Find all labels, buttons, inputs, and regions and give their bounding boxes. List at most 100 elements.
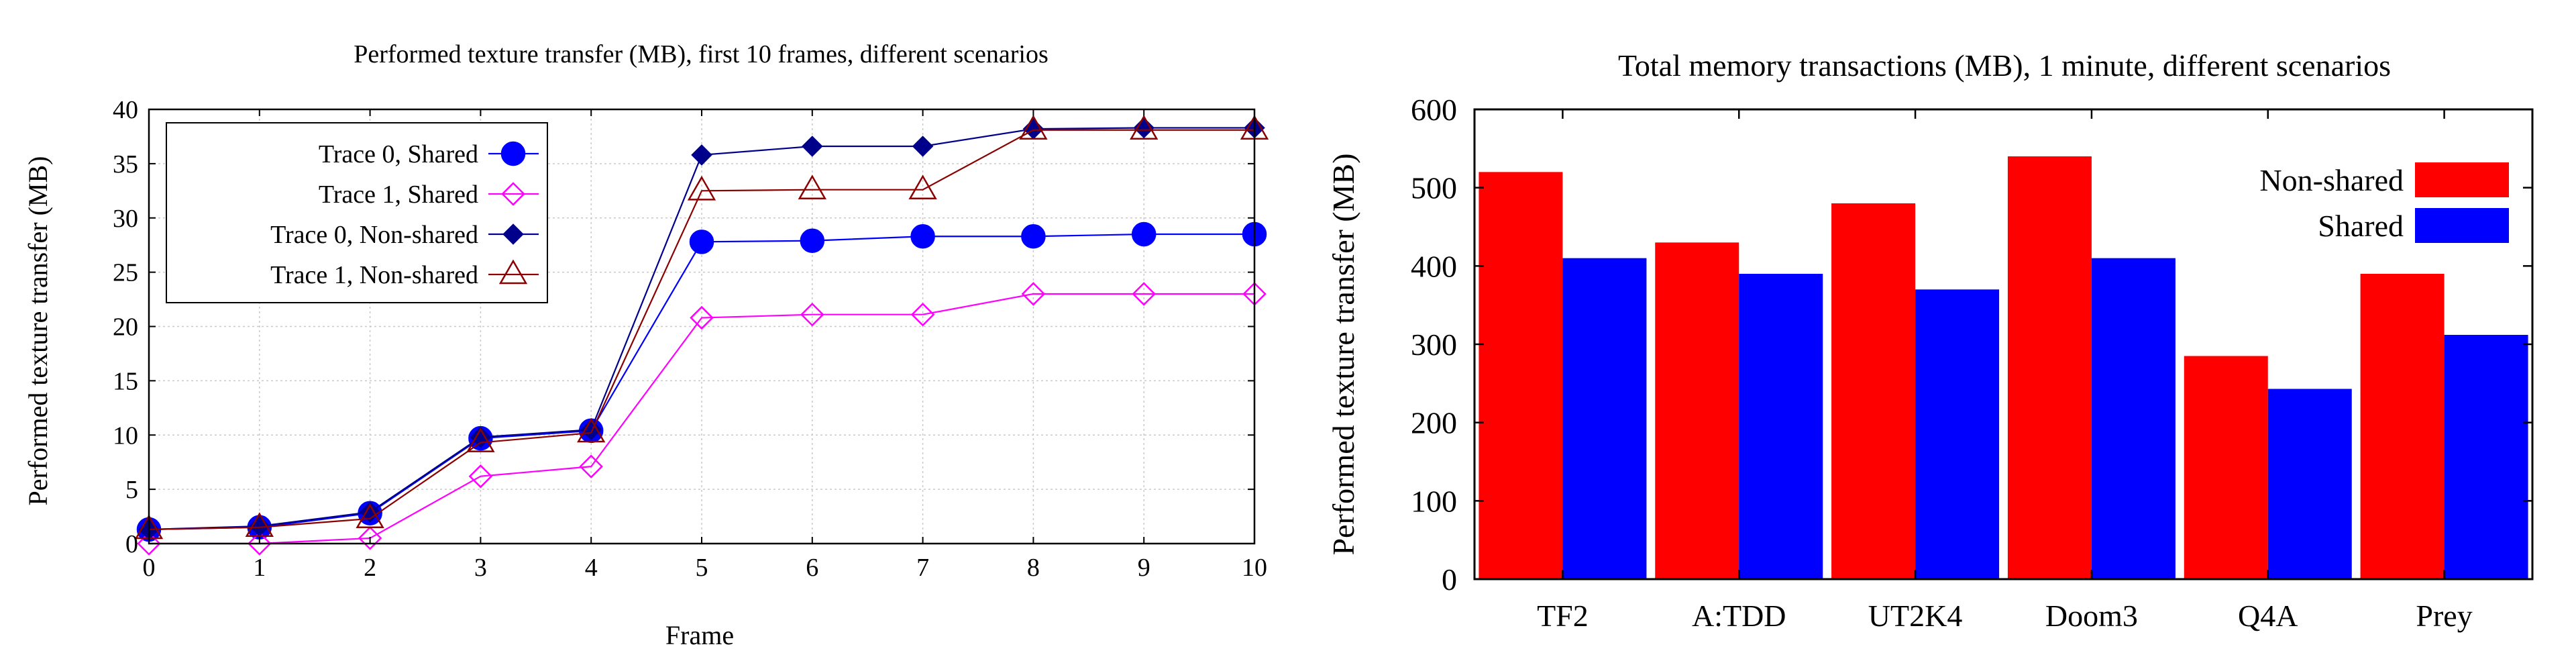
bar-chart-y-axis-label: Performed texture transfer (MB) — [1326, 153, 1360, 555]
bar-chart-legend: Non-shared Shared — [2259, 162, 2509, 243]
line-data-point — [580, 419, 602, 440]
bar-chart-y-tick-label: 400 — [1411, 249, 1457, 283]
bar-chart-category-label: TF2 — [1537, 599, 1589, 633]
bar-chart-category-label: A:TDD — [1692, 599, 1786, 633]
bar-chart-legend-label: Shared — [2318, 209, 2404, 243]
line-series-path — [149, 293, 1254, 545]
line-data-point — [912, 136, 934, 157]
bar-chart-legend-swatch — [2415, 208, 2509, 243]
bar — [2444, 335, 2528, 579]
line-chart-title: Performed texture transfer (MB), first 1… — [354, 40, 1048, 68]
bar-chart-category-label: UT2K4 — [1868, 599, 1963, 633]
bar — [1831, 203, 1916, 579]
line-data-point — [245, 512, 274, 537]
line-chart-legend-marker — [498, 259, 528, 285]
bar — [2091, 258, 2176, 579]
line-data-point — [579, 454, 603, 478]
line-data-point — [358, 526, 382, 550]
line-chart-x-tick-label: 0 — [143, 554, 156, 582]
line-chart-legend-marker — [502, 223, 524, 245]
line-chart-x-tick-label: 9 — [1138, 554, 1150, 582]
bar — [1562, 258, 1647, 579]
line-chart-legend-marker — [501, 182, 525, 206]
line-data-point — [1021, 282, 1046, 306]
line-chart: Performed texture transfer (MB), first 1… — [23, 40, 1269, 650]
line-chart-x-tick-label: 6 — [806, 554, 818, 582]
line-chart-x-tick-label: 10 — [1242, 554, 1267, 582]
line-data-point — [466, 427, 495, 452]
bar-chart-category-label: Q4A — [2238, 599, 2298, 633]
line-data-point — [359, 501, 381, 523]
line-chart-x-tick-label: 1 — [253, 554, 266, 582]
line-data-point — [802, 136, 823, 157]
line-chart-x-tick-label: 3 — [474, 554, 487, 582]
line-data-point — [691, 144, 712, 166]
line-chart-x-tick-label: 4 — [585, 554, 598, 582]
bar — [1655, 242, 1739, 579]
line-chart-y-tick-label: 20 — [113, 313, 138, 342]
line-data-point — [248, 531, 272, 556]
bar — [2184, 356, 2268, 579]
line-data-point — [690, 305, 714, 330]
line-data-point — [689, 230, 714, 254]
bar-chart: Total memory transactions (MB), 1 minute… — [1326, 48, 2534, 633]
bar — [1915, 289, 2000, 579]
line-data-point — [1132, 282, 1156, 306]
line-series-path — [148, 129, 1254, 531]
bar-chart-y-tick-label: 300 — [1411, 327, 1457, 362]
bar-chart-legend-swatch — [2415, 162, 2509, 197]
line-data-point — [1130, 115, 1159, 140]
line-data-point — [910, 302, 935, 327]
bar — [2007, 156, 2092, 579]
bar-chart-bars — [1479, 156, 2528, 579]
line-chart-y-tick-label: 10 — [113, 421, 138, 450]
line-data-point — [468, 464, 493, 489]
bar-chart-y-tick-label: 600 — [1411, 93, 1457, 127]
line-data-point — [577, 417, 606, 443]
line-chart-legend-marker — [500, 141, 526, 166]
line-chart-ticks: 0 1 2 3 4 5 6 7 8 9 10 0 5 10 15 20 25 30 35 40 — [113, 96, 1267, 582]
line-chart-legend-label: Trace 0, Non-shared — [270, 221, 478, 249]
line-chart-x-tick-label: 2 — [364, 554, 376, 582]
bar-chart-ticks: 0 100 200 300 400 500 600 TF2 A:TDD UT2K4 Doom3 Q4A… — [1411, 93, 2532, 633]
line-data-point — [687, 175, 716, 201]
line-data-point — [1021, 223, 1046, 249]
line-data-point — [800, 302, 824, 327]
bar — [1479, 172, 1563, 579]
line-chart-x-tick-label: 7 — [916, 554, 929, 582]
line-data-point — [137, 531, 161, 556]
bar-chart-y-tick-label: 200 — [1411, 406, 1457, 440]
line-chart-x-tick-label: 5 — [696, 554, 708, 582]
line-data-point — [1131, 221, 1157, 247]
bar-chart-title: Total memory transactions (MB), 1 minute… — [1618, 48, 2391, 83]
line-chart-y-tick-label: 0 — [125, 530, 138, 558]
bar-chart-y-tick-label: 100 — [1411, 484, 1457, 518]
bar — [2360, 274, 2445, 579]
line-chart-y-tick-label: 5 — [125, 476, 138, 504]
line-chart-y-tick-label: 30 — [113, 205, 138, 233]
bar-chart-category-label: Doom3 — [2045, 599, 2138, 633]
bar-chart-legend-label: Non-shared — [2259, 163, 2404, 197]
line-chart-legend-box — [166, 122, 548, 303]
line-data-point — [356, 503, 384, 529]
line-data-point — [908, 174, 937, 199]
line-data-point — [800, 228, 825, 253]
line-chart-y-tick-label: 25 — [113, 259, 138, 287]
line-data-point — [1019, 115, 1048, 140]
line-chart-legend-label: Trace 0, Shared — [319, 140, 478, 168]
line-chart-legend-label: Trace 1, Shared — [319, 181, 478, 209]
line-chart-x-tick-label: 8 — [1027, 554, 1040, 582]
bar-chart-y-tick-label: 500 — [1411, 171, 1457, 205]
bar-chart-y-tick-label: 0 — [1442, 562, 1457, 597]
line-chart-y-tick-label: 15 — [113, 367, 138, 395]
line-series — [134, 115, 1269, 540]
line-chart-legend: Trace 0, Shared Trace 1, Shared Trace 0, N… — [166, 122, 548, 303]
bar-chart-category-label: Prey — [2416, 599, 2472, 633]
line-data-point — [910, 223, 935, 249]
line-chart-y-axis-label: Performed texture transfer (MB) — [23, 156, 53, 506]
line-chart-y-tick-label: 40 — [113, 96, 138, 124]
line-data-point — [798, 174, 826, 199]
line-chart-x-axis-label: Frame — [665, 620, 734, 650]
